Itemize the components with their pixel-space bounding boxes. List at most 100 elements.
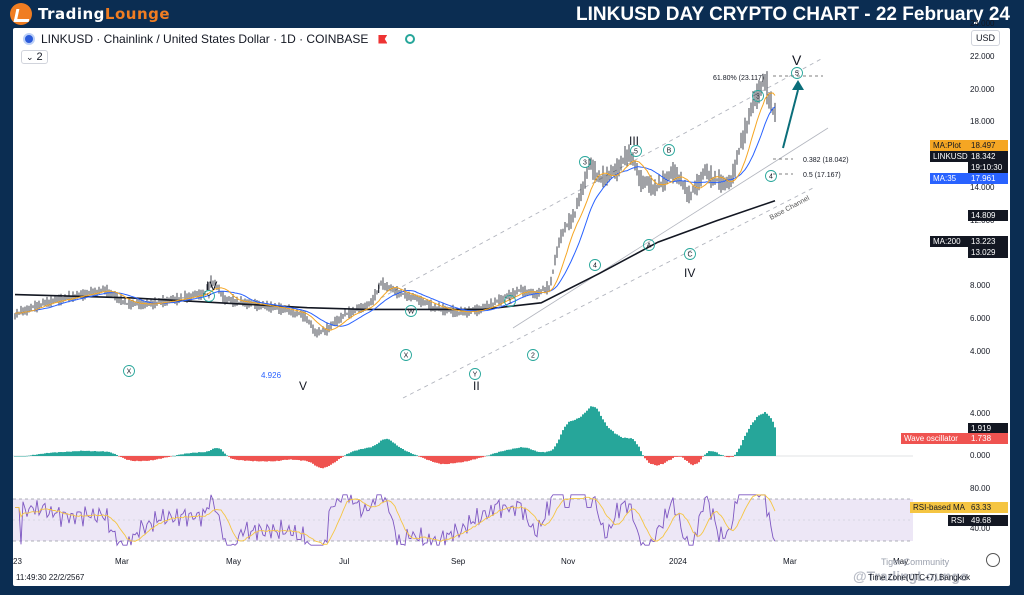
oscillator-bar	[380, 440, 382, 456]
oscillator-bar	[222, 451, 224, 456]
oscillator-bar	[552, 449, 554, 456]
minor-wave-label: Y	[473, 372, 478, 379]
minor-wave-circle	[405, 305, 417, 317]
oscillator-bar	[78, 451, 80, 456]
oscillator-bar	[544, 452, 546, 456]
oscillator-bar	[54, 452, 56, 456]
oscillator-bar	[716, 452, 718, 456]
oscillator-bar	[492, 453, 494, 456]
chart-panel[interactable]: IV V I II III IV V 4.926 Base Channel 61…	[13, 19, 1010, 586]
oscillator-bar	[196, 452, 198, 456]
oscillator-bar	[400, 448, 402, 456]
oscillator-bar	[162, 456, 164, 459]
oscillator-bar	[190, 452, 192, 456]
oscillator-bar	[92, 451, 94, 456]
oscillator-bar	[74, 451, 76, 456]
minor-wave-circle	[765, 170, 777, 182]
oscillator-bar	[158, 456, 160, 459]
oscillator-bar	[318, 456, 320, 468]
currency-selector[interactable]: USD	[970, 30, 1000, 46]
oscillator-bar	[650, 456, 652, 464]
oscillator-bar	[370, 447, 372, 456]
brand-logo[interactable]: TradingLounge	[10, 3, 170, 25]
oscillator-bar	[530, 449, 532, 456]
oscillator-bar	[238, 456, 240, 461]
oscillator-bar	[76, 451, 78, 456]
oscillator-bar	[484, 456, 486, 457]
oscillator-bar	[42, 453, 44, 456]
rsi-tick: 40.00	[970, 524, 991, 533]
oscillator-bar	[486, 455, 488, 457]
oscillator-bar	[724, 456, 726, 457]
oscillator-bar	[640, 451, 642, 456]
oscillator-bar	[540, 452, 542, 456]
oscillator-bar	[230, 456, 232, 459]
oscillator-bar	[342, 456, 344, 457]
oscillator-bar	[670, 456, 672, 460]
minor-wave-circle	[123, 365, 135, 377]
oscillator-bar	[198, 452, 200, 456]
oscillator-bar	[286, 456, 288, 460]
oscillator-bar	[736, 452, 738, 456]
oscillator-bar	[568, 421, 570, 456]
oscillator-bar	[418, 456, 420, 457]
oscillator-bar	[564, 426, 566, 456]
oscillator-bar	[150, 456, 152, 461]
oscillator-bar	[34, 454, 36, 456]
oscillator-bar	[472, 456, 474, 460]
oscillator-bar	[322, 456, 324, 469]
oscillator-bar	[554, 446, 556, 456]
oscillator-bar	[212, 448, 214, 456]
countdown-badge: 19:10:30	[968, 162, 1008, 173]
oscillator-bar	[596, 408, 598, 456]
oscillator-bar	[172, 455, 174, 457]
oscillator-bar	[114, 453, 116, 456]
symbol-header[interactable]: LINKUSD · Chainlink / United States Doll…	[23, 32, 416, 46]
oscillator-bar	[290, 456, 292, 460]
oscillator-bar	[470, 456, 472, 461]
oscillator-bar	[52, 452, 54, 456]
wave-label-v-target: V	[792, 52, 802, 68]
settings-icon[interactable]	[986, 553, 1000, 567]
layers-toggle[interactable]: ⌄ 2	[21, 50, 48, 64]
oscillator-bar	[510, 449, 512, 456]
oscillator-bar	[760, 414, 762, 456]
oscillator-bar	[416, 455, 418, 456]
oscillator-bar	[30, 455, 32, 456]
oscillator-bar	[236, 456, 238, 460]
oscillator-bar	[450, 456, 452, 464]
minor-wave-label: 2	[531, 353, 535, 360]
oscillator-bar	[288, 456, 290, 460]
oscillator-bar	[496, 452, 498, 456]
oscillator-bar	[524, 447, 526, 456]
time-tick: 2024	[669, 557, 687, 566]
oscillator-bar	[60, 452, 62, 456]
oscillator-bar	[104, 451, 106, 456]
oscillator-bar	[684, 456, 686, 460]
oscillator-bar	[624, 437, 626, 456]
oscillator-bar	[722, 455, 724, 456]
oscillator-bar	[574, 419, 576, 456]
oscillator-bar	[634, 441, 636, 456]
oscillator-bar	[682, 456, 684, 458]
chart-svg[interactable]: IV V I II III IV V 4.926 Base Channel 61…	[13, 28, 1010, 586]
oscillator-bar	[372, 446, 374, 456]
minor-wave-label: 3	[583, 160, 587, 167]
oscillator-bar	[414, 454, 416, 456]
time-tick: Jul	[339, 557, 350, 566]
candles-group	[14, 71, 776, 338]
oscillator-bar	[294, 456, 296, 460]
oscillator-bar	[136, 456, 138, 461]
oscillator-bar	[490, 454, 492, 456]
oscillator-bar	[280, 456, 282, 461]
minor-wave-label: X	[127, 369, 132, 376]
oscillator-bar	[748, 428, 750, 456]
minor-wave-label: 5	[795, 71, 799, 78]
oscillator-bar	[140, 456, 142, 462]
minor-wave-circle	[469, 368, 481, 380]
oscillator-bar	[126, 456, 128, 460]
oscillator-bar	[116, 454, 118, 456]
oscillator-bar	[368, 447, 370, 456]
minor-wave-label: 4	[593, 263, 597, 270]
flag-icon[interactable]	[378, 34, 388, 44]
